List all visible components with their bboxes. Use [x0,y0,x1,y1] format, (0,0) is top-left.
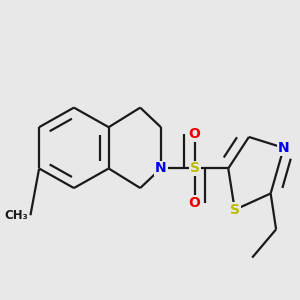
Text: N: N [155,161,167,176]
Text: S: S [190,161,200,176]
Text: O: O [189,196,200,210]
Text: N: N [278,141,290,155]
Text: S: S [230,203,240,217]
Text: O: O [189,127,200,141]
Text: CH₃: CH₃ [4,209,28,222]
